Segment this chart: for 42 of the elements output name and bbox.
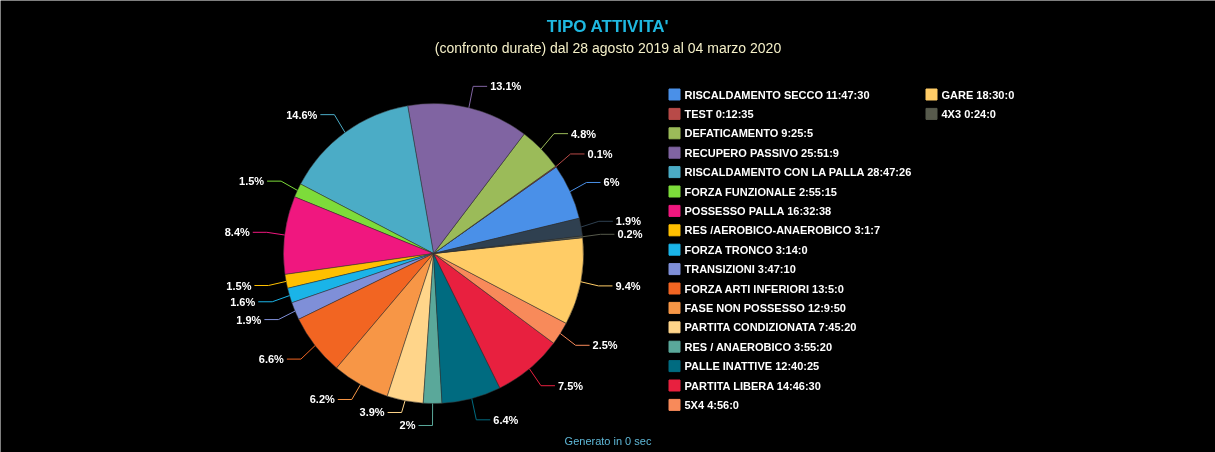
text: Generato in 0 sec xyxy=(564,434,652,447)
data-label: 4.8% xyxy=(571,127,597,140)
legend-label: 5X4 4:56:0 xyxy=(684,398,739,411)
data-label: 0.1% xyxy=(587,147,613,160)
data-label: 1.6% xyxy=(230,295,256,308)
data-label: 2.5% xyxy=(592,339,618,352)
data-label: 2% xyxy=(399,419,416,432)
legend-label: RES / ANAEROBICO 3:55:20 xyxy=(684,340,833,353)
data-label: 1.9% xyxy=(236,313,262,326)
legend-label: FORZA ARTI INFERIORI 13:5:0 xyxy=(684,282,844,295)
legend-label: FORZA TRONCO 3:14:0 xyxy=(684,243,808,256)
legend-label: 4X3 0:24:0 xyxy=(941,107,996,120)
data-label: 1.9% xyxy=(615,215,642,228)
legend-label: TEST 0:12:35 xyxy=(684,107,754,120)
legend-label: FASE NON POSSESSO 12:9:50 xyxy=(684,301,846,314)
data-label: 0.2% xyxy=(617,228,643,241)
data-label: 1.5% xyxy=(239,175,265,188)
data-label: 14.6% xyxy=(286,108,318,121)
legend-label: PARTITA LIBERA 14:46:30 xyxy=(684,379,821,392)
legend-label: POSSESSO PALLA 16:32:38 xyxy=(684,204,832,217)
data-label: 6% xyxy=(603,176,620,189)
legend-label: FORZA FUNZIONALE 2:55:15 xyxy=(684,185,837,198)
legend-label: RISCALDAMENTO CON LA PALLA 28:47:26 xyxy=(684,166,912,179)
data-label: 1.5% xyxy=(226,279,252,292)
data-label: 7.5% xyxy=(557,379,584,392)
data-label: 6.2% xyxy=(309,393,335,406)
legend-label: DEFATICAMENTO 9:25:5 xyxy=(684,127,814,140)
legend-label: RES /AEROBICO-ANAEROBICO 3:1:7 xyxy=(684,224,881,237)
legend-label: TRANSIZIONI 3:47:10 xyxy=(684,263,796,276)
data-label: 6.6% xyxy=(258,353,285,366)
data-label: 8.4% xyxy=(224,226,250,239)
chart-title: TIPO ATTIVITA' xyxy=(546,17,669,36)
legend-label: PALLE INATTIVE 12:40:25 xyxy=(684,360,820,373)
data-label: 13.1% xyxy=(490,80,522,93)
data-label: 9.4% xyxy=(615,279,641,292)
legend-label: GARE 18:30:0 xyxy=(941,88,1015,101)
data-label: 6.4% xyxy=(493,413,519,426)
legend-label: RISCALDAMENTO SECCO 11:47:30 xyxy=(684,88,870,101)
chart-subtitle: (confronto durate) dal 28 agosto 2019 al 04 marzo 2020 xyxy=(434,39,782,56)
data-label: 3.9% xyxy=(359,406,385,419)
legend-label: RECUPERO PASSIVO 25:51:9 xyxy=(684,146,839,159)
legend-label: PARTITA CONDIZIONATA 7:45:20 xyxy=(684,321,857,334)
